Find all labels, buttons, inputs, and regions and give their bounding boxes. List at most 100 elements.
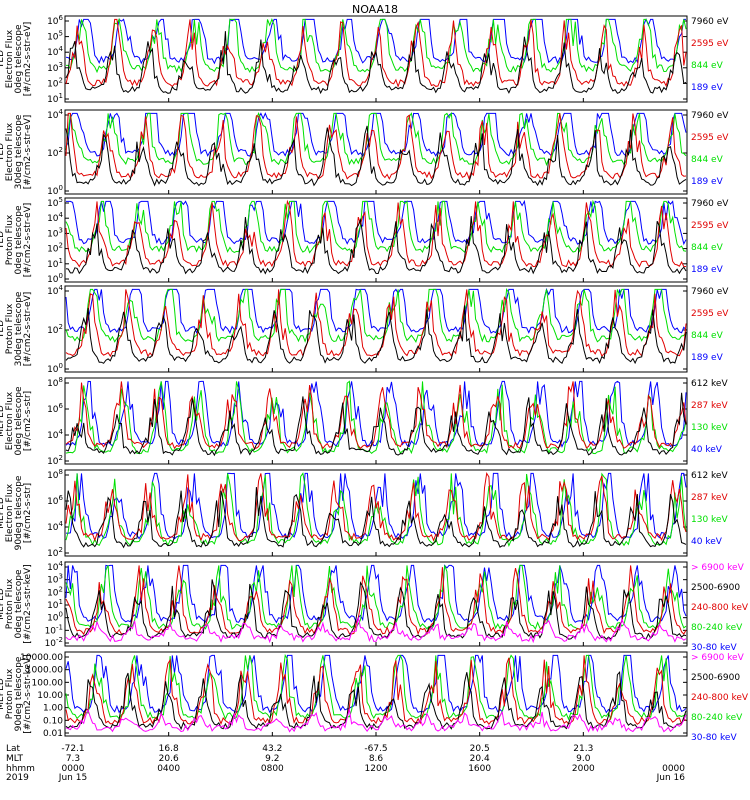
footer-cell: Jun 15 (58, 773, 87, 783)
footer-row-label: hhmm (6, 764, 35, 774)
footer-cell: Jun 16 (656, 773, 686, 783)
series-trace-red (65, 471, 687, 542)
legend-entry: 189 eV (691, 265, 724, 275)
series-trace-blue (65, 380, 687, 449)
legend-entry: 80-240 keV (691, 713, 743, 723)
legend-entry: 40 keV (691, 537, 723, 547)
y-tick-label: 101 (47, 92, 63, 105)
legend-entry: 2500-6900 (691, 673, 740, 683)
legend-entry: > 6900 keV (691, 653, 745, 663)
y-tick-label: 104 (47, 45, 63, 58)
footer-cell: 0000 (662, 764, 685, 774)
y-tick-label: 108 (47, 376, 63, 389)
series-trace-black (65, 305, 687, 365)
y-axis-label: MEPEDProton Flux90deg telescope[#/cm2-s-… (0, 654, 33, 733)
legend-entry: 189 eV (691, 83, 724, 93)
panel-5: 102 104 106 108 MEPEDElectron Flux0deg teles… (0, 376, 728, 467)
y-tick-label: 104 (47, 520, 63, 533)
y-tick-label: 106 (47, 14, 63, 27)
legend-entry: 2500-6900 (691, 583, 740, 593)
y-tick-label: 101 (47, 257, 63, 270)
legend-entry: 189 eV (691, 353, 724, 363)
panel-1: 101 102 103 104 105 106 TEDElectron Flux0deg t… (0, 14, 729, 105)
y-tick-label: 103 (47, 573, 63, 586)
y-axis-label: MEPEDElectron Flux0deg telescope[#/cm2-s… (0, 386, 33, 456)
chart-title: NOAA18 (352, 3, 398, 16)
y-tick-label: 104 (47, 428, 63, 441)
series-trace-red (65, 381, 687, 450)
footer-cell: 9.2 (265, 754, 279, 764)
y-tick-label: 10-2 (45, 636, 63, 649)
legend-entry: 2595 eV (691, 133, 729, 143)
y-tick-label: 106 (47, 494, 63, 507)
y-tick-label: 104 (47, 108, 63, 121)
series-trace-blue (65, 564, 687, 624)
series-trace-green (65, 472, 687, 547)
legend-entry: > 6900 keV (691, 563, 745, 573)
footer-cell: -72.1 (61, 744, 84, 754)
y-tick-label: 104 (47, 284, 63, 297)
series-trace-red (65, 289, 687, 358)
footer-row-label: Lat (6, 744, 21, 754)
footer-cell: 9.0 (576, 754, 591, 764)
footer-row-label: MLT (6, 754, 24, 764)
series-trace-blue (65, 472, 687, 540)
series-trace-green (65, 111, 687, 167)
series-trace-black (65, 579, 687, 640)
series-trace-blue (65, 654, 687, 714)
legend-entry: 7960 eV (691, 199, 729, 209)
legend-entry: 7960 eV (691, 111, 729, 121)
legend-entry: 30-80 keV (691, 733, 737, 743)
y-tick-label: 1000.00 (26, 666, 63, 676)
y-axis-label: MEPEDElectron Flux90deg telescope[#/cm2-… (0, 475, 33, 550)
y-tick-label: 102 (47, 546, 63, 559)
series-trace-black (65, 670, 687, 731)
y-tick-label: 100 (47, 611, 63, 624)
footer-cell: 8.6 (369, 754, 384, 764)
y-tick-label: 102 (47, 454, 63, 467)
legend-entry: 287 keV (691, 493, 728, 503)
y-axis-label: TEDProton Flux0deg telescope[#/cm2-s-str… (0, 203, 33, 278)
footer-cell: 2000 (572, 764, 595, 774)
footer-cell: 20.6 (159, 754, 179, 764)
panel-6: 102 104 106 108 MEPEDElectron Flux90deg tele… (0, 468, 728, 559)
footer-row-label: 2019 (6, 773, 29, 783)
legend-entry: 612 keV (691, 379, 728, 389)
y-tick-label: 101 (47, 598, 63, 611)
y-tick-label: 103 (47, 226, 63, 239)
footer-cell: 21.3 (573, 744, 593, 754)
series-trace-green (65, 380, 687, 455)
panel-4: 100 102 104 TEDProton Flux30deg telescope[#… (0, 284, 729, 375)
series-trace-green (65, 199, 687, 254)
legend-entry: 287 keV (691, 401, 728, 411)
y-tick-label: 102 (47, 76, 63, 89)
footer-cell: 7.3 (66, 754, 80, 764)
y-tick-label: 103 (47, 61, 63, 74)
y-axis-label: TEDElectron Flux30deg telescope[#/cm2-s-… (0, 114, 33, 189)
panel-8: 0.01 0.10 1.00 10.00 100.00 1000.00 10000.00ME… (0, 651, 749, 743)
y-tick-label: 0.01 (43, 729, 63, 739)
y-axis-label: TEDProton Flux30deg telescope[#/cm2-s-st… (0, 291, 33, 366)
legend-entry: 40 keV (691, 445, 723, 455)
series-trace-magenta (65, 617, 687, 644)
y-tick-label: 1.00 (43, 704, 63, 714)
y-tick-label: 10-1 (45, 623, 63, 636)
footer-cell: 20.5 (470, 744, 490, 754)
series-trace-green (65, 287, 687, 343)
legend-entry: 189 eV (691, 177, 724, 187)
footer-cell: 0000 (62, 764, 85, 774)
y-tick-label: 108 (47, 468, 63, 481)
series-trace-magenta (65, 708, 687, 733)
legend-entry: 130 keV (691, 515, 728, 525)
series-trace-green (66, 17, 687, 74)
y-tick-label: 102 (47, 323, 63, 336)
y-tick-label: 104 (47, 211, 63, 224)
legend-entry: 80-240 keV (691, 623, 743, 633)
footer-cell: 1200 (365, 764, 388, 774)
legend-entry: 240-800 keV (691, 603, 749, 613)
legend-entry: 30-80 keV (691, 643, 737, 653)
y-tick-label: 0.10 (43, 716, 63, 726)
